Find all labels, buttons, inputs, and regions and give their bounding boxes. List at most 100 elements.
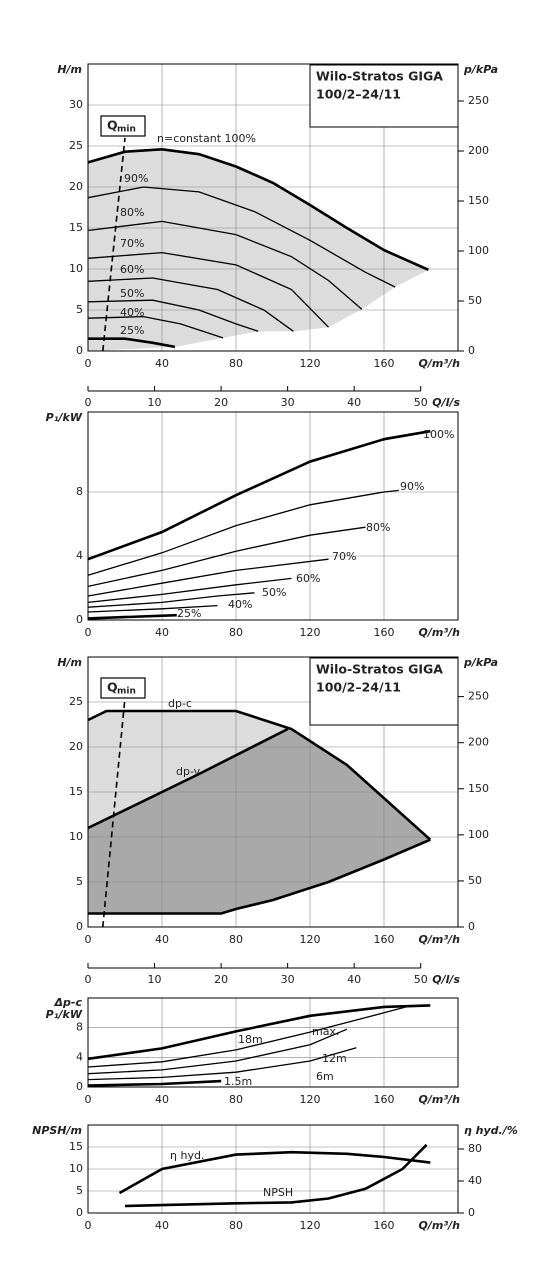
- y-axis-label: H/m: [57, 63, 82, 76]
- curve-label: n=constant 100%: [157, 132, 256, 145]
- curve-label: 80%: [366, 521, 390, 534]
- x-tick-label: 80: [229, 357, 243, 370]
- curve-label: 100%: [423, 428, 454, 441]
- x-tick-label: 0: [85, 1219, 92, 1232]
- curve-label: NPSH: [263, 1186, 293, 1199]
- curve-label: 18m: [238, 1033, 263, 1046]
- y2-tick-label: 0: [468, 1206, 475, 1219]
- curve: [118, 1150, 431, 1195]
- curve-label: dp-c: [168, 697, 192, 710]
- x2-tick-label: 50: [414, 973, 428, 986]
- curve-label: 60%: [120, 263, 144, 276]
- x-tick-label: 80: [229, 1219, 243, 1232]
- curve-label: 70%: [332, 550, 356, 563]
- curve: [87, 277, 294, 332]
- y2-tick-label: 50: [468, 874, 482, 887]
- x2-axis-label: Q/l/s: [432, 973, 460, 986]
- x-axis-label: Q/m³/h: [419, 1219, 461, 1232]
- curve: [88, 838, 431, 915]
- x-tick-label: 40: [155, 1219, 169, 1232]
- x2-tick-label: 0: [85, 396, 92, 409]
- x-axis-label: Q/m³/h: [419, 933, 461, 946]
- x2-tick-label: 20: [214, 396, 228, 409]
- y-tick-label: 20: [69, 740, 83, 753]
- plot-frame: [87, 1124, 459, 1214]
- y2-tick-label: 0: [468, 920, 475, 933]
- y-tick-label: 0: [76, 920, 83, 933]
- x-tick-label: 80: [229, 626, 243, 639]
- y-tick-label: 4: [76, 549, 83, 562]
- y-tick-label: 0: [76, 1080, 83, 1093]
- x-axis-label: Q/m³/h: [419, 357, 461, 370]
- y-tick-label: 30: [69, 98, 83, 111]
- curve: [87, 1028, 348, 1075]
- title-line: 100/2–24/11: [316, 87, 401, 102]
- title-line: Wilo-Stratos GIGA: [316, 662, 443, 677]
- curve-label: 40%: [228, 598, 252, 611]
- curve: [87, 604, 218, 613]
- y2-axis-label: p/kPa: [463, 656, 498, 669]
- curve-label: η hyd.: [170, 1149, 204, 1162]
- plot-frame: [87, 997, 459, 1088]
- curve: [87, 1047, 357, 1081]
- curve-label: 25%: [120, 324, 144, 337]
- y2-tick-label: 150: [468, 194, 489, 207]
- dpv-area: [88, 729, 431, 914]
- x-tick-label: 40: [155, 357, 169, 370]
- x2-tick-label: 30: [281, 396, 295, 409]
- y2-tick-label: 250: [468, 94, 489, 107]
- y2-tick-label: 50: [468, 294, 482, 307]
- x-tick-label: 120: [300, 1093, 321, 1106]
- y-tick-label: 5: [76, 303, 83, 316]
- x-tick-label: 0: [85, 1093, 92, 1106]
- x2-tick-label: 10: [148, 396, 162, 409]
- curve: [87, 220, 363, 310]
- y2-tick-label: 80: [468, 1142, 482, 1155]
- plot-frame: [87, 63, 459, 352]
- plot-frame: [87, 411, 459, 621]
- y-tick-label: 0: [76, 613, 83, 626]
- y2-tick-label: 200: [468, 144, 489, 157]
- curve-label: dp-v: [176, 765, 201, 778]
- y-tick-label: 25: [69, 695, 83, 708]
- curve: [87, 429, 431, 561]
- y2-tick-label: 200: [468, 736, 489, 749]
- curve-label: 80%: [120, 206, 144, 219]
- y2-tick-label: 150: [468, 782, 489, 795]
- qmin-label: Q: [107, 680, 118, 695]
- x-tick-label: 40: [155, 933, 169, 946]
- curve: [87, 727, 289, 830]
- curve-label: 25%: [177, 607, 201, 620]
- y-tick-label: 10: [69, 1162, 83, 1175]
- y-tick-label: 5: [76, 1184, 83, 1197]
- curve-label: 70%: [120, 237, 144, 250]
- x-tick-label: 160: [374, 626, 395, 639]
- y-tick-label: 15: [69, 1140, 83, 1153]
- x2-tick-label: 20: [214, 973, 228, 986]
- curve: [87, 558, 329, 597]
- y-tick-label: 4: [76, 1050, 83, 1063]
- y2-tick-label: 40: [468, 1174, 482, 1187]
- x-axis-label: Q/m³/h: [419, 626, 461, 639]
- y-axis-label: P₁/kW: [46, 411, 83, 424]
- y2-tick-label: 250: [468, 690, 489, 703]
- y2-axis-label: p/kPa: [463, 63, 498, 76]
- x-tick-label: 80: [229, 1093, 243, 1106]
- y-tick-label: 0: [76, 344, 83, 357]
- y-tick-label: 8: [76, 485, 83, 498]
- y-tick-label: 25: [69, 139, 83, 152]
- y2-axis-label: η hyd./%: [464, 1124, 518, 1137]
- curve: [87, 489, 399, 576]
- x-tick-label: 0: [85, 933, 92, 946]
- curve-label: 60%: [296, 572, 320, 585]
- x2-tick-label: 30: [281, 973, 295, 986]
- y-axis-label: H/m: [57, 656, 82, 669]
- title-line: Wilo-Stratos GIGA: [316, 69, 443, 84]
- plot-frame: [87, 656, 459, 928]
- x-tick-label: 160: [374, 1093, 395, 1106]
- curve-label: 50%: [120, 287, 144, 300]
- x-tick-label: 120: [300, 357, 321, 370]
- y-tick-label: 20: [69, 180, 83, 193]
- y-axis-label: NPSH/m: [32, 1124, 82, 1137]
